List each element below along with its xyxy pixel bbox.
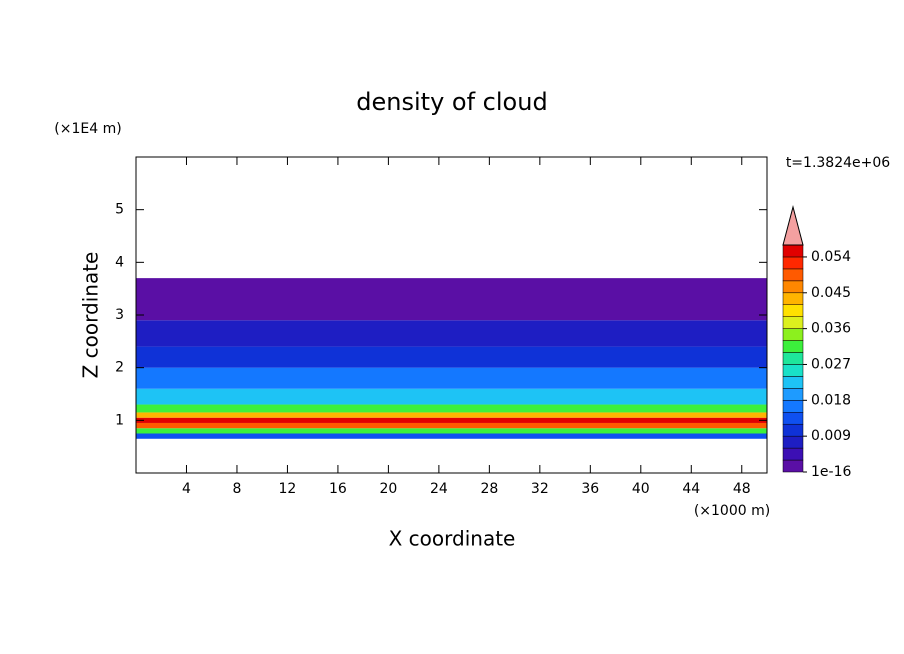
y-tick-label: 5 [115,202,124,218]
colorbar-swatch [782,423,804,437]
contour-band [136,320,767,347]
contour-band [136,422,767,429]
x-unit: (×1000 m) [694,503,770,519]
colorbar-tick-label: 0.036 [811,321,851,337]
colorbar-extend [782,205,804,246]
colorbar-swatch [782,412,804,425]
y-tick-label: 1 [115,412,124,428]
colorbar-swatch [782,376,804,389]
contour-band [136,388,767,405]
x-tick-label: 8 [232,481,241,497]
y-tick-label: 2 [115,360,124,376]
x-tick-label: 24 [430,481,448,497]
colorbar-swatch [782,256,804,270]
colorbar-swatch [782,316,804,329]
x-tick-label: 12 [279,481,297,497]
contour-band [136,433,767,439]
x-tick-label: 16 [329,481,347,497]
x-tick-label: 28 [480,481,498,497]
y-label: Z coordinate [79,252,103,379]
colorbar-tick-label: 0.018 [811,392,851,408]
colorbar-swatch [782,352,804,365]
colorbar-swatch [782,400,804,413]
contour-band [136,278,767,321]
colorbar-swatch [782,292,804,305]
colorbar-swatch [782,280,804,294]
x-label: X coordinate [389,527,516,551]
contour-band [136,412,767,418]
x-tick-label: 36 [581,481,599,497]
colorbar-swatch [782,459,804,473]
y-tick-label: 4 [115,254,124,270]
x-tick-label: 40 [632,481,650,497]
colorbar-swatch [782,328,804,341]
colorbar-tick-label: 0.027 [811,356,851,372]
contour-band [136,428,767,434]
x-tick-label: 32 [531,481,549,497]
colorbar-swatch [782,364,804,377]
x-tick-label: 48 [733,481,751,497]
x-tick-label: 4 [182,481,191,497]
x-tick-label: 20 [379,481,397,497]
colorbar-swatch [782,340,804,353]
colorbar-swatch [782,435,804,449]
colorbar-tick-label: 0.045 [811,285,851,301]
contour-band [136,346,767,368]
y-tick-label: 3 [115,307,124,323]
contour-band [136,404,767,413]
colorbar-tick-label: 0.054 [811,249,851,265]
x-tick-label: 44 [682,481,700,497]
y-unit: (×1E4 m) [54,121,121,137]
colorbar-swatch [782,268,804,282]
colorbar-swatch [782,447,804,461]
chart-title: density of cloud [356,88,547,116]
contour-band [136,417,767,423]
colorbar-tick-label: 0.009 [811,428,851,444]
colorbar-swatch [782,304,804,317]
colorbar-tick-label: 1e-16 [811,464,851,480]
colorbar-swatch [782,244,804,258]
colorbar-swatch [782,388,804,401]
time-label: t=1.3824e+06 [786,155,890,171]
contour-band [136,367,767,389]
